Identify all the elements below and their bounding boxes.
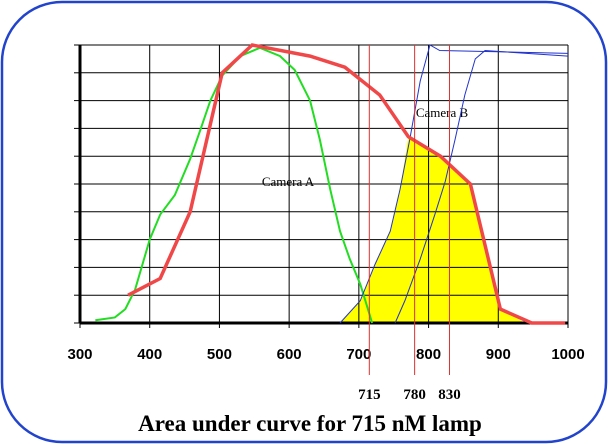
line xyxy=(394,50,569,324)
area xyxy=(340,136,526,323)
marker-label: 715 xyxy=(358,387,381,403)
marker-label: 780 xyxy=(403,387,426,403)
x-tick-label: 800 xyxy=(416,346,441,363)
x-tick-label: 700 xyxy=(346,346,371,363)
line xyxy=(339,44,569,324)
x-tick-label: 400 xyxy=(137,346,162,363)
x-tick-label: 600 xyxy=(277,346,302,363)
series-label: Camera B xyxy=(416,105,469,120)
x-tick-label: 300 xyxy=(67,346,92,363)
chart-title: Area under curve for 715 nM lamp xyxy=(138,411,482,436)
x-tick-label: 1000 xyxy=(551,346,584,363)
line xyxy=(127,43,566,325)
series-label: Camera A xyxy=(262,174,315,189)
x-tick-label: 900 xyxy=(486,346,511,363)
x-tick-label: 500 xyxy=(207,346,232,363)
marker-label: 830 xyxy=(438,387,461,403)
